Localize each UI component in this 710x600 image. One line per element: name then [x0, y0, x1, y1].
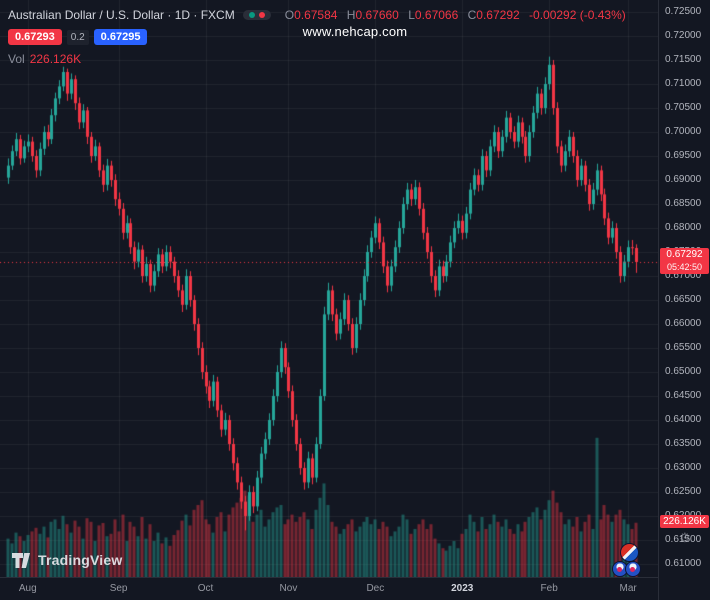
- price-tick-label: 0.70500: [665, 102, 702, 113]
- volume-value: 226.126K: [29, 52, 82, 66]
- chart-watermark: www.nehcap.com: [302, 24, 408, 39]
- buy-dot-icon: [248, 12, 255, 18]
- high-label: H: [346, 8, 356, 22]
- bid-ask-row: 0.67293 0.2 0.67295: [8, 29, 626, 45]
- market-status-pill[interactable]: [242, 10, 271, 20]
- price-tick-label: 0.61000: [665, 558, 702, 569]
- price-tick-label: 0.63500: [665, 438, 702, 449]
- time-axis[interactable]: Aug Sep Oct Nov Dec 2023 Feb Mar: [0, 577, 658, 600]
- price-tick-label: 0.65000: [665, 366, 702, 377]
- sell-dot-icon: [258, 12, 265, 18]
- spread-value: 0.2: [66, 29, 89, 45]
- chart-sticker-ball-icon[interactable]: [620, 543, 639, 562]
- price-tick-label: 0.71500: [665, 54, 702, 65]
- price-tick-label: 0.68500: [665, 198, 702, 209]
- price-tick-label: 0.72000: [665, 30, 702, 41]
- price-tick-label: 0.69500: [665, 150, 702, 161]
- open-label: O: [284, 8, 295, 22]
- high-value: 0.67660: [355, 8, 399, 22]
- price-tick-label: 0.65500: [665, 342, 702, 353]
- price-tick-label: 0.66500: [665, 294, 702, 305]
- eye-icon: [625, 561, 641, 577]
- price-tick-label: 0.64500: [665, 390, 702, 401]
- time-tick-label: Mar: [619, 583, 637, 594]
- change-value: -0.00292 (-0.43%): [529, 8, 626, 22]
- time-tick-label: Aug: [18, 583, 37, 594]
- time-tick-label: Oct: [197, 583, 214, 594]
- time-tick-label: Dec: [366, 583, 385, 594]
- price-tick-label: 0.69000: [665, 174, 702, 185]
- candlestick-chart-canvas[interactable]: [0, 0, 658, 577]
- buy-price-button[interactable]: 0.67295: [93, 29, 148, 45]
- tradingview-logomark-icon: [12, 552, 31, 568]
- chart-sticker-eyes-icon[interactable]: [612, 561, 641, 577]
- volume-label: Vol: [8, 52, 25, 66]
- symbol-title[interactable]: Australian Dollar / U.S. Dollar · 1D · F…: [8, 8, 235, 22]
- tradingview-logo[interactable]: TradingView: [12, 552, 122, 568]
- open-value: 0.67584: [294, 8, 338, 22]
- ohlc-readout: O0.67584 H0.67660 L0.67066 C0.67292 -0.0…: [279, 8, 626, 22]
- legend-symbol-row: Australian Dollar / U.S. Dollar · 1D · F…: [8, 8, 626, 22]
- price-tick-label: 0.64000: [665, 414, 702, 425]
- last-price-badge: 0.67292 05:42:50: [660, 247, 709, 274]
- price-tick-label: 0.66000: [665, 318, 702, 329]
- low-value: 0.67066: [414, 8, 459, 22]
- volume-row: Vol 226.126K: [8, 52, 626, 66]
- last-price-value: 0.67292: [666, 248, 703, 260]
- close-value: 0.67292: [476, 8, 520, 22]
- price-tick-label: 0.62500: [665, 486, 702, 497]
- price-tick-label: 0.68000: [665, 222, 702, 233]
- price-tick-label: 0.67000: [665, 270, 702, 281]
- price-tick-label: 0.72500: [665, 6, 702, 17]
- bar-countdown: 05:42:50: [666, 261, 703, 272]
- price-tick-label: 0.70000: [665, 126, 702, 137]
- low-label: L: [408, 8, 415, 22]
- sell-price-button[interactable]: 0.67293: [8, 29, 62, 45]
- chart-legend: Australian Dollar / U.S. Dollar · 1D · F…: [8, 8, 626, 73]
- time-tick-label: 2023: [451, 583, 474, 594]
- close-label: C: [467, 8, 477, 22]
- time-tick-label: Sep: [109, 583, 128, 594]
- axis-settings-gear-icon[interactable]: ⚙: [679, 530, 691, 545]
- volume-axis-badge: 226.126K: [660, 514, 709, 528]
- tradingview-logo-text: TradingView: [38, 552, 123, 568]
- time-tick-label: Nov: [279, 583, 298, 594]
- price-tick-label: 0.71000: [665, 78, 702, 89]
- price-tick-label: 0.63000: [665, 462, 702, 473]
- time-tick-label: Feb: [540, 583, 558, 594]
- price-axis[interactable]: 0.67292 05:42:50 226.126K ⚙ 0.72500 0.720…: [658, 0, 710, 600]
- price-tick-label: 0.61500: [665, 534, 702, 545]
